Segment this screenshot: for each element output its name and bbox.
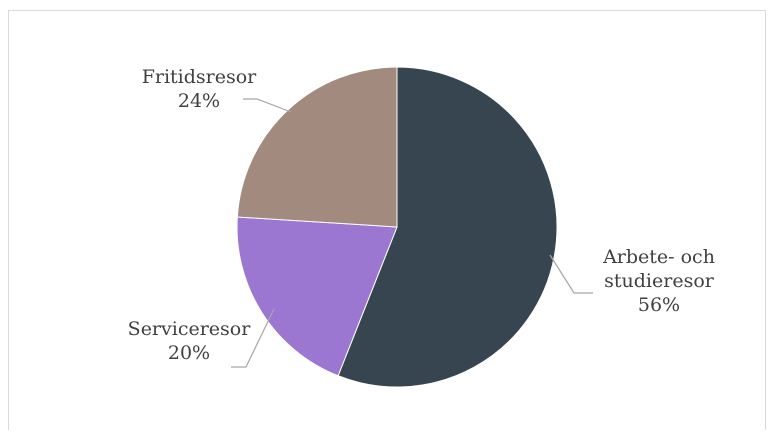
slice-percent: 20% <box>168 342 210 364</box>
slice-percent: 56% <box>638 294 680 316</box>
pie-slice-fritidsresor <box>236 66 398 228</box>
pie-slice-arbete-och-studieresor <box>337 66 558 388</box>
data-label-serviceresor: Serviceresor 20% <box>128 318 252 364</box>
leader-line-fritidsresor <box>243 98 292 113</box>
slice-name: Arbete- och <box>602 246 715 268</box>
data-label-fritidsresor: Fritidsresor 24% <box>142 66 257 112</box>
pie-chart: Arbete- och studieresor 56% Serviceresor 20%… <box>128 66 715 388</box>
chart-area: Arbete- och studieresor 56% Serviceresor 20%… <box>8 10 766 430</box>
slice-name: Serviceresor <box>128 318 252 340</box>
slice-name: studieresor <box>604 270 715 292</box>
pie-slice-serviceresor <box>236 216 398 377</box>
data-label-arbete-och-studieresor: Arbete- och studieresor 56% <box>602 246 715 316</box>
slice-name: Fritidsresor <box>142 66 257 88</box>
slice-percent: 24% <box>178 90 220 112</box>
leader-line-serviceresor <box>231 308 275 368</box>
leader-line-arbete-och-studieresor <box>549 254 593 294</box>
